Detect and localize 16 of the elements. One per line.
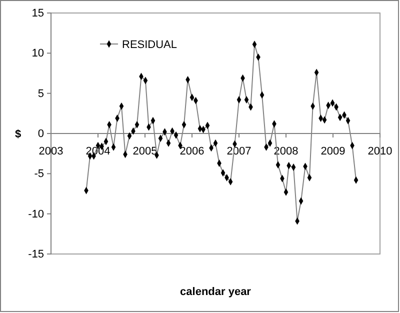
y-axis-title: $ xyxy=(14,128,22,140)
y-tick-label: -10 xyxy=(28,208,44,220)
y-tick-label: 0 xyxy=(38,128,44,140)
legend-label: RESIDUAL xyxy=(122,39,178,51)
x-tick-label: 2005 xyxy=(132,145,158,158)
x-tick-label: 2009 xyxy=(320,145,346,158)
x-tick-label: 2006 xyxy=(180,145,204,158)
x-axis-title: calendar year xyxy=(180,286,252,298)
x-tick-label: 2008 xyxy=(274,145,298,158)
y-tick-label: -15 xyxy=(28,248,44,261)
y-tick-label: 10 xyxy=(32,48,44,60)
y-tick-label: 15 xyxy=(32,8,44,20)
y-tick-label: -5 xyxy=(34,168,44,180)
x-tick-label: 2003 xyxy=(38,145,64,158)
y-tick-label: 5 xyxy=(38,88,44,100)
x-tick-label: 2010 xyxy=(368,145,392,158)
